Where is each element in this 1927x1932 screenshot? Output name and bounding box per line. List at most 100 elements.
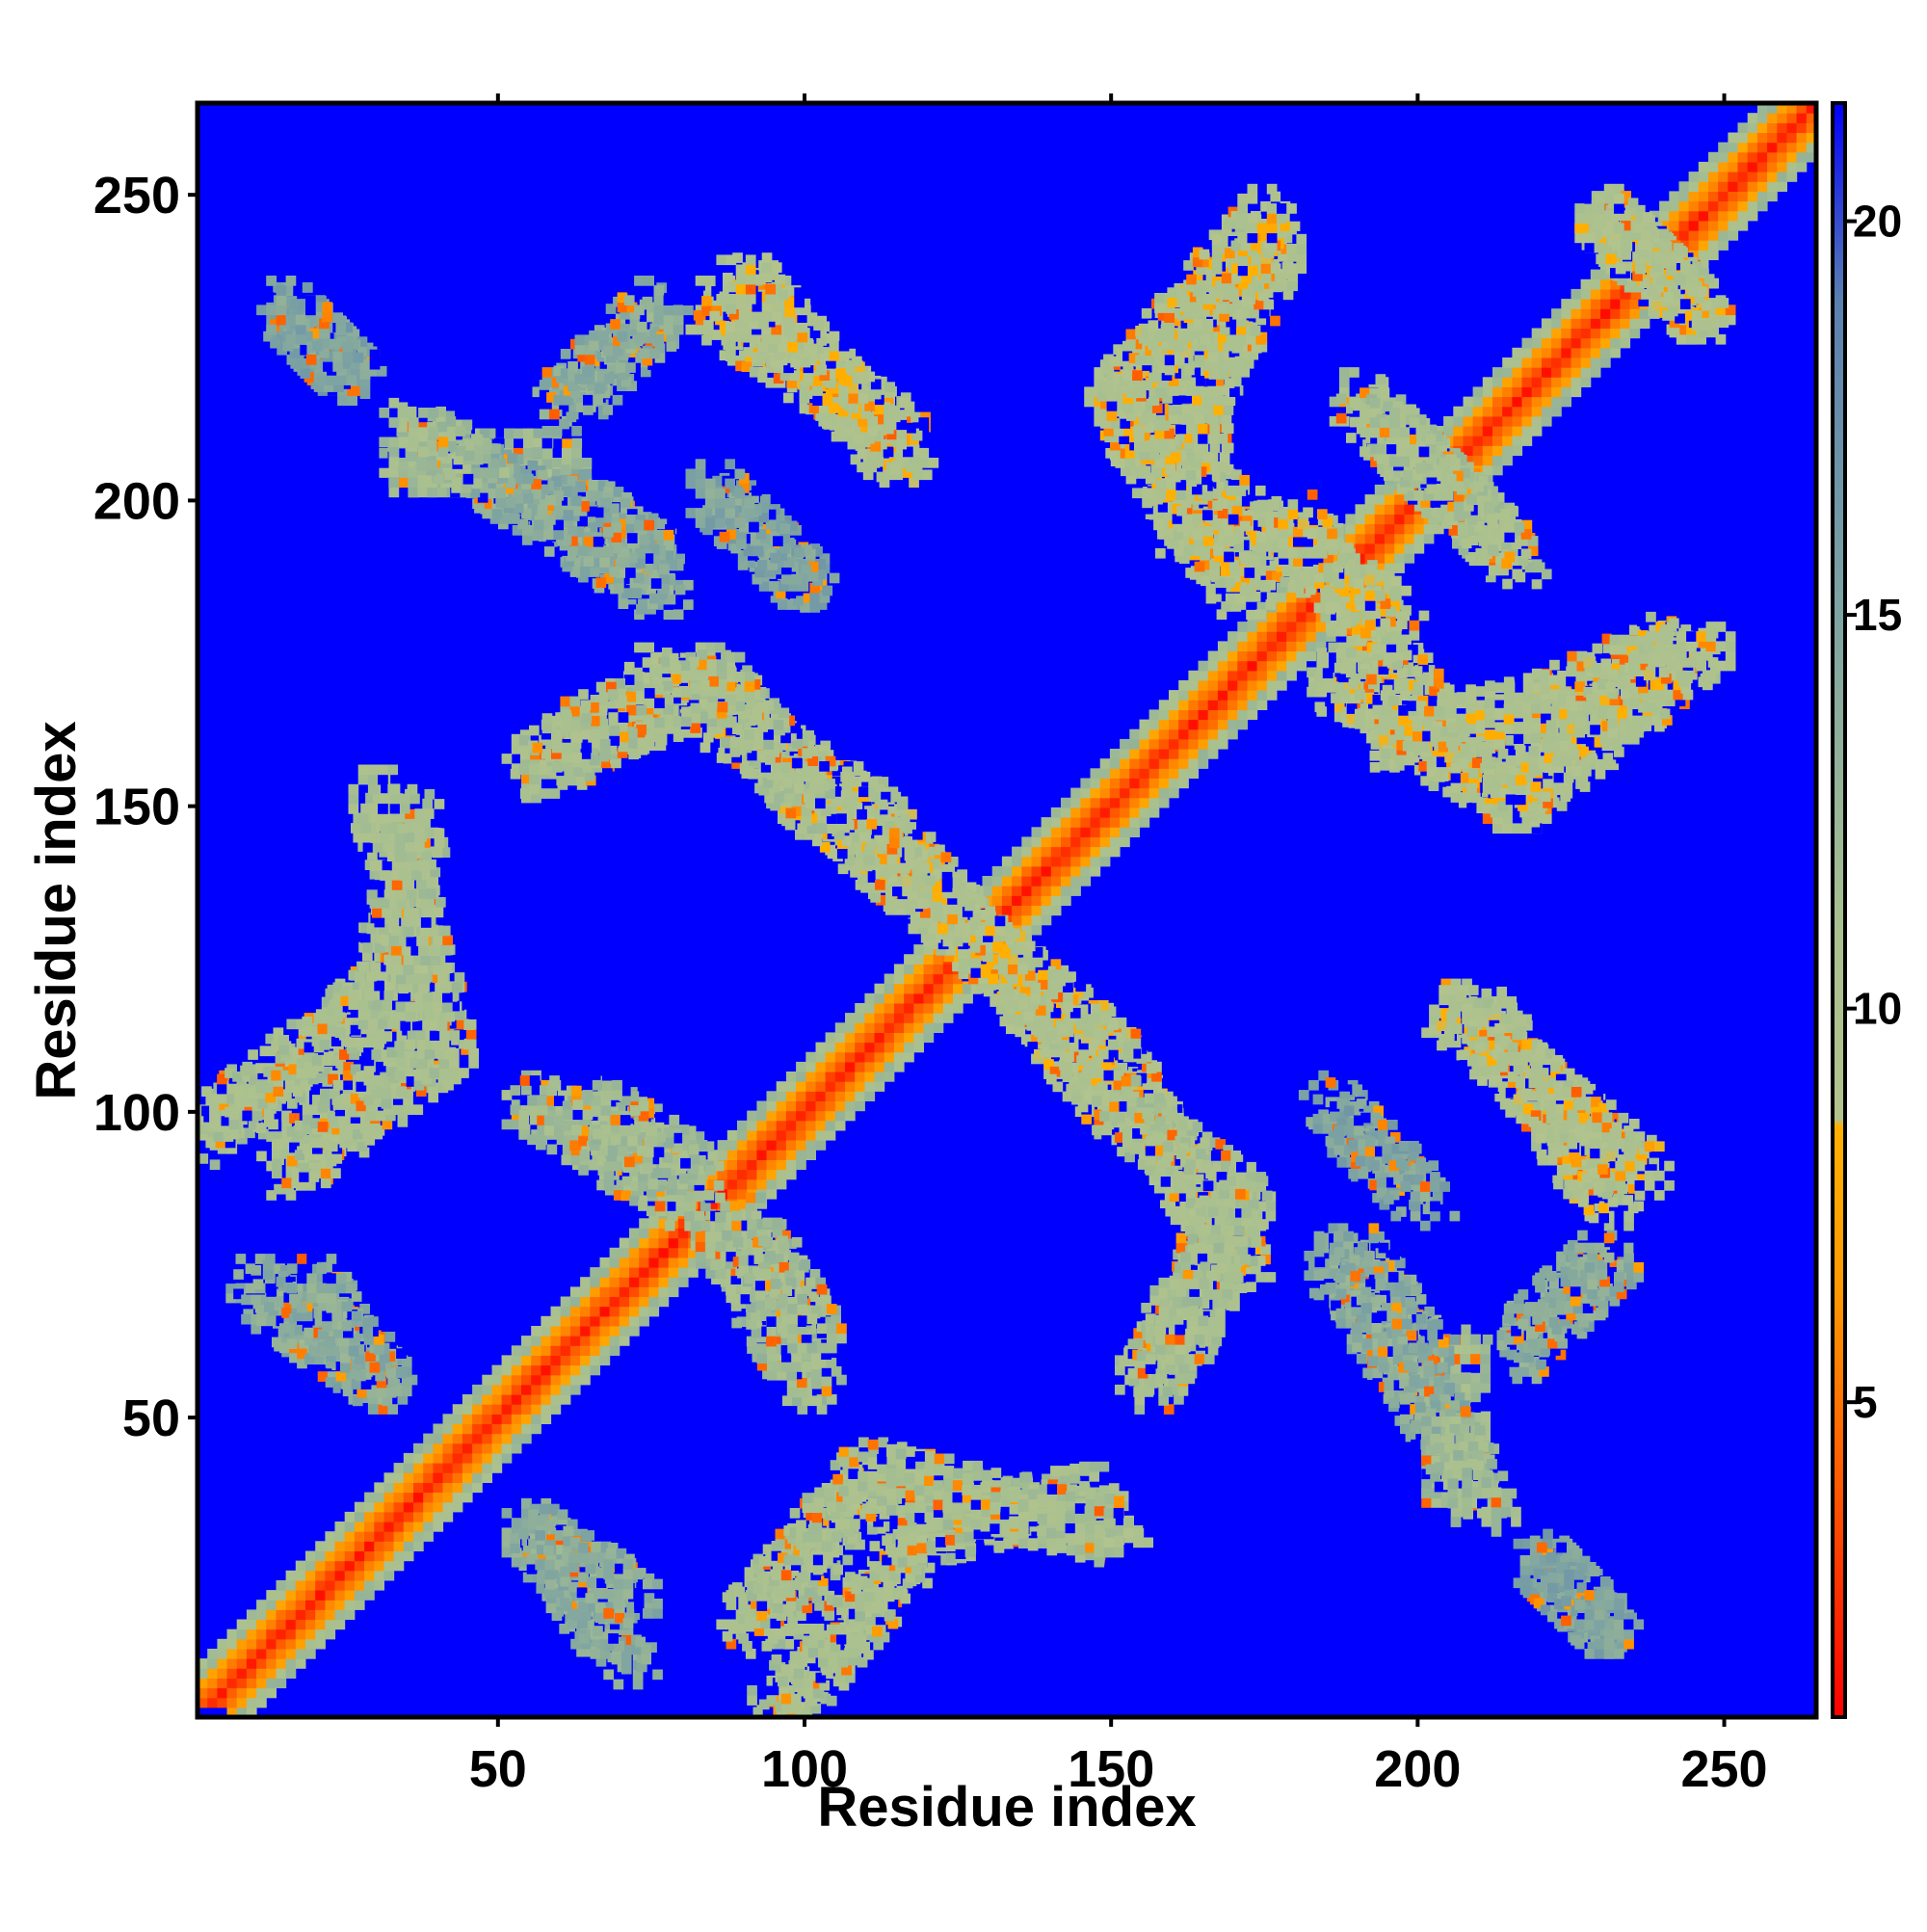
diagonal-cell: [246, 1609, 257, 1621]
diagonal-cell: [590, 1336, 600, 1346]
diagonal-cell: [423, 1522, 434, 1532]
contact-cell: [812, 1678, 824, 1689]
contact-cell: [769, 1659, 779, 1671]
diagonal-cell: [776, 1081, 787, 1092]
diagonal-cell: [1198, 660, 1209, 672]
diagonal-cell: [569, 1296, 581, 1308]
diagonal-cell: [1070, 807, 1081, 818]
diagonal-cell: [1050, 807, 1062, 818]
diagonal-cell: [374, 1501, 384, 1513]
diagonal-cell: [1139, 728, 1150, 740]
diagonal-cell: [1158, 768, 1170, 779]
diagonal-cell: [1698, 240, 1709, 251]
diagonal-cell: [433, 1511, 444, 1522]
diagonal-cell: [639, 1267, 649, 1278]
diagonal-cell: [884, 983, 895, 994]
diagonal-cell: [756, 1120, 768, 1131]
diagonal-cell: [933, 973, 944, 985]
diagonal-cell: [285, 1649, 297, 1659]
diagonal-cell: [737, 1129, 748, 1141]
diagonal-cell: [1413, 543, 1425, 554]
diagonal-cell: [766, 1159, 778, 1171]
diagonal-cell: [1728, 161, 1739, 172]
diagonal-cell: [815, 1081, 827, 1092]
diagonal-cell: [864, 1072, 876, 1082]
diagonal-cell: [1090, 807, 1101, 818]
diagonal-cell: [815, 1061, 827, 1072]
contact-cell: [892, 1587, 904, 1599]
contact-cell: [366, 923, 378, 935]
diagonal-cell: [334, 1560, 346, 1572]
diagonal-cell: [1266, 670, 1278, 681]
diagonal-cell: [364, 1579, 375, 1591]
diagonal-cell: [1256, 690, 1268, 701]
contact-cell: [232, 1072, 243, 1082]
diagonal-cell: [1561, 396, 1571, 408]
diagonal-cell: [1698, 181, 1709, 192]
contact-cell: [240, 1095, 251, 1105]
diagonal-cell: [747, 1129, 757, 1141]
diagonal-cell: [472, 1442, 483, 1454]
contact-cell: [845, 1672, 856, 1683]
diagonal-cell: [1698, 161, 1709, 172]
diagonal-cell: [639, 1218, 649, 1229]
diagonal-cell: [1688, 172, 1700, 182]
diagonal-cell: [531, 1355, 541, 1366]
diagonal-cell: [1188, 719, 1200, 730]
diagonal-cell: [991, 895, 1003, 906]
contact-cell: [389, 980, 401, 991]
diagonal-cell: [913, 954, 924, 965]
diagonal-cell: [315, 1570, 326, 1581]
diagonal-cell: [599, 1267, 611, 1278]
diagonal-cell: [413, 1463, 424, 1473]
contact-cell: [911, 1564, 922, 1575]
contact-cell: [821, 1664, 832, 1676]
diagonal-cell: [1227, 700, 1238, 710]
diagonal-cell: [864, 1091, 876, 1101]
diagonal-cell: [1708, 230, 1719, 241]
contact-cell: [287, 1098, 298, 1109]
contact-cell: [273, 1027, 284, 1039]
diagonal-cell: [1737, 142, 1749, 153]
diagonal-cell: [305, 1619, 316, 1630]
diagonal-cell: [855, 1051, 865, 1063]
contact-cell: [265, 1082, 277, 1094]
contact-cell: [1060, 1475, 1070, 1486]
diagonal-cell: [315, 1600, 326, 1610]
diagonal-cell: [1580, 337, 1592, 349]
contact-cell: [330, 1055, 342, 1067]
diagonal-cell: [560, 1326, 571, 1337]
contact-cell: [855, 1610, 865, 1622]
diagonal-cell: [1718, 220, 1729, 231]
diagonal-cell: [482, 1433, 492, 1444]
contact-cell: [281, 1110, 292, 1122]
contact-cell: [1158, 1287, 1170, 1298]
diagonal-cell: [1355, 533, 1366, 544]
contact-cell: [1138, 1149, 1149, 1159]
contact-cell: [881, 791, 891, 803]
diagonal-cell: [1492, 386, 1503, 398]
diagonal-cell: [1737, 161, 1749, 172]
diagonal-cell: [1120, 778, 1130, 789]
diagonal-cell: [796, 1110, 806, 1122]
diagonal-cell: [276, 1658, 287, 1669]
diagonal-cell: [226, 1687, 238, 1699]
diagonal-cell: [629, 1277, 640, 1287]
contact-cell: [257, 1069, 269, 1080]
diagonal-cell: [472, 1414, 483, 1424]
diagonal-cell: [1198, 690, 1209, 701]
contact-cell: [1050, 1466, 1061, 1476]
diagonal-cell: [1747, 210, 1758, 222]
diagonal-cell: [1315, 622, 1327, 632]
diagonal-cell: [726, 1188, 738, 1200]
diagonal-cell: [913, 1022, 924, 1033]
diagonal-cell: [1306, 641, 1317, 652]
diagonal-cell: [884, 1022, 895, 1033]
diagonal-cell: [433, 1501, 444, 1513]
contact-cell: [758, 1699, 770, 1710]
contact-cell: [203, 1111, 214, 1123]
contact-cell: [1079, 1461, 1090, 1472]
diagonal-cell: [1600, 299, 1611, 309]
diagonal-cell: [452, 1423, 463, 1435]
